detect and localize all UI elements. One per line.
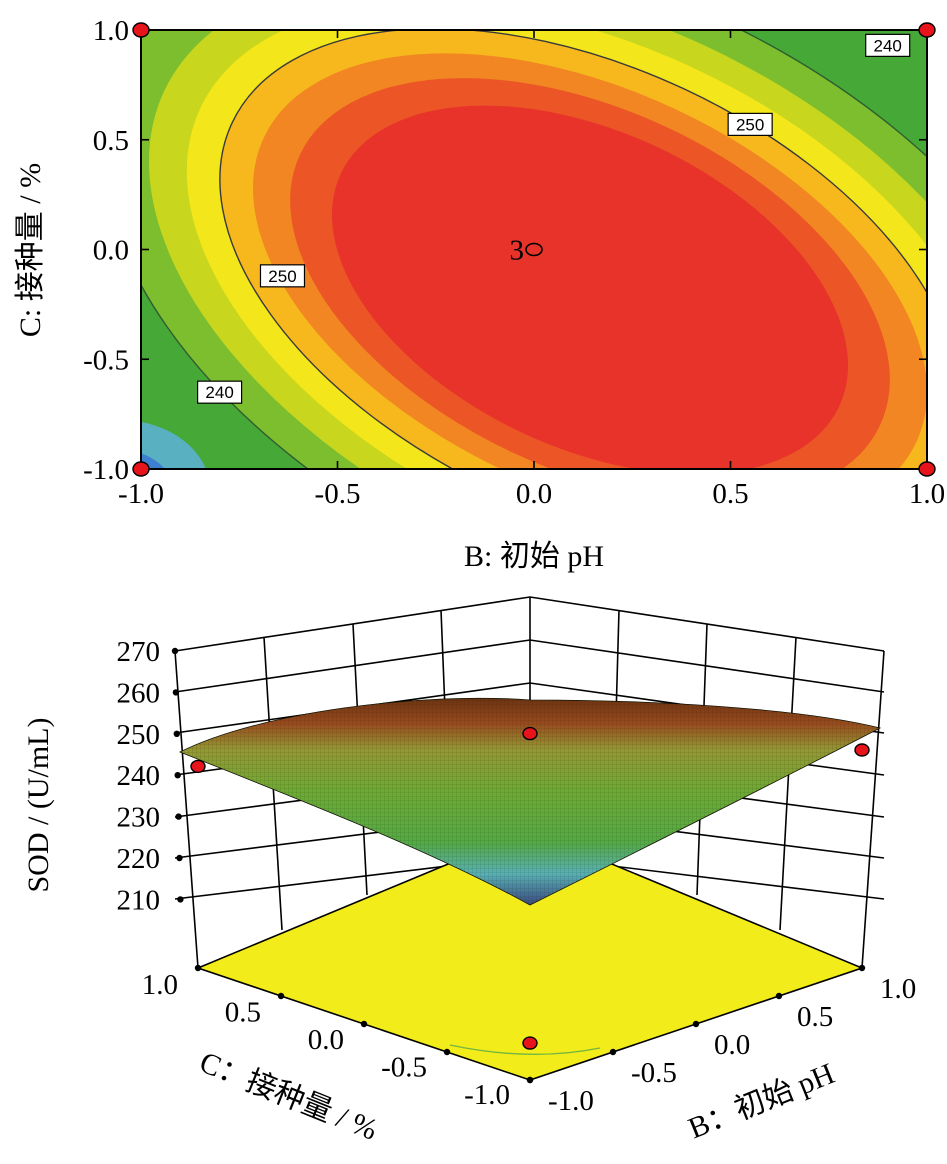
svg-text:240: 240 — [874, 36, 902, 55]
surface-c-tick-label: -1.0 — [464, 1079, 510, 1111]
surface-c-tick — [194, 964, 202, 972]
surface-c-tick-label: 0.0 — [308, 1024, 344, 1056]
surface-design-point — [190, 759, 206, 774]
contour-y-tick-label: 0.5 — [93, 125, 129, 157]
svg-text:250: 250 — [268, 267, 296, 286]
contour-level-label: 240 — [197, 380, 243, 404]
contour-design-point — [132, 22, 150, 38]
surface-c-tick-label: 0.5 — [225, 997, 261, 1029]
contour-labels: 240 250 250 240 — [197, 33, 911, 404]
surface-z-tick-label: 270 — [117, 636, 161, 668]
surface-z-tick-label: 210 — [117, 884, 161, 916]
contour-design-point — [918, 461, 936, 477]
surface-b-tick-label: -0.5 — [631, 1057, 677, 1089]
surface-design-point — [522, 1036, 538, 1050]
contour-y-axis-label: C: 接种量 / % — [14, 163, 47, 337]
surface-z-tick — [174, 772, 181, 779]
contour-design-points — [132, 22, 936, 477]
surface-z-tick-label: 250 — [117, 719, 161, 751]
contour-plot: -1.0 -0.5 0.0 0.5 1.0 -1.0 -0.5 0.0 0.5 1.0 240 25… — [14, 15, 945, 573]
surface-c-tick — [360, 1020, 368, 1028]
contour-x-tick-label: 0.0 — [516, 478, 552, 510]
surface-z-tick — [175, 813, 182, 820]
contour-y-tick-label: 0.0 — [93, 235, 129, 267]
surface-b-axis-label: B：初始 pH — [684, 1057, 839, 1145]
surface-c-tick-label: -0.5 — [381, 1052, 427, 1084]
contour-x-tick-label: 1.0 — [909, 478, 945, 510]
contour-heatmap — [141, 30, 927, 469]
surface-c-tick — [277, 992, 285, 1000]
center-point-marker — [525, 242, 543, 257]
contour-x-axis-label: B: 初始 pH — [464, 540, 604, 573]
contour-x-tick-label: 0.5 — [712, 478, 748, 510]
surface-z-tick-label: 240 — [117, 760, 161, 792]
contour-y-tick-label: -1.0 — [83, 454, 129, 486]
surface-b-tick — [858, 964, 866, 972]
svg-text:250: 250 — [736, 115, 764, 134]
contour-line-250 — [219, 30, 927, 469]
center-point-label: 3 — [510, 235, 525, 267]
surface-z-tick — [171, 647, 179, 655]
svg-text:240: 240 — [205, 383, 233, 402]
contour-y-tick-label: -0.5 — [83, 344, 129, 376]
surface-design-points — [190, 726, 870, 1050]
surface-z-tick — [177, 896, 184, 903]
contour-x-tick-label: -0.5 — [315, 478, 361, 510]
contour-tick-labels: -1.0 -0.5 0.0 0.5 1.0 -1.0 -0.5 0.0 0.5 1.0 — [83, 15, 945, 510]
surface-c-axis-label: C：接种量 / % — [195, 1046, 382, 1147]
surface-c-tick-label: 1.0 — [142, 969, 178, 1001]
contour-x-tick-label: -1.0 — [118, 478, 164, 510]
surface-b-tick — [609, 1048, 617, 1056]
surface-z-ticks: 270 260 250 240 230 220 210 — [117, 636, 184, 916]
surface-design-point — [854, 743, 870, 757]
surface-design-point — [522, 726, 538, 741]
contour-design-point — [132, 461, 150, 477]
surface-z-tick-label: 260 — [117, 677, 161, 709]
surface-z-tick-label: 230 — [117, 802, 161, 834]
contour-design-point — [918, 22, 936, 38]
surface-b-tick — [692, 1020, 700, 1028]
surface-b-tick — [775, 992, 783, 1000]
contour-level-label: 250 — [727, 112, 773, 136]
surface-floor-ticks: 1.0 0.5 0.0 -0.5 -1.0 1.0 0.5 0.0 -0.5 -1.0 — [142, 964, 916, 1117]
surface-z-tick — [173, 730, 180, 737]
surface-b-tick-label: 0.0 — [714, 1029, 750, 1061]
surface-b-tick-label: 1.0 — [880, 973, 916, 1005]
surface-c-tick — [443, 1048, 451, 1056]
surface-b-tick-label: -1.0 — [548, 1085, 594, 1117]
surface-z-axis-label: SOD / (U/mL) — [22, 718, 55, 893]
contour-level-label: 250 — [259, 264, 306, 288]
surface-z-tick-label: 220 — [117, 843, 161, 875]
surface-b-tick-label: 0.5 — [797, 1001, 833, 1033]
surface-z-tick — [176, 854, 183, 862]
contour-y-tick-label: 1.0 — [93, 15, 129, 47]
surface-z-tick — [172, 689, 180, 696]
surface-b-tick — [526, 1076, 534, 1084]
contour-level-label: 240 — [865, 33, 911, 57]
